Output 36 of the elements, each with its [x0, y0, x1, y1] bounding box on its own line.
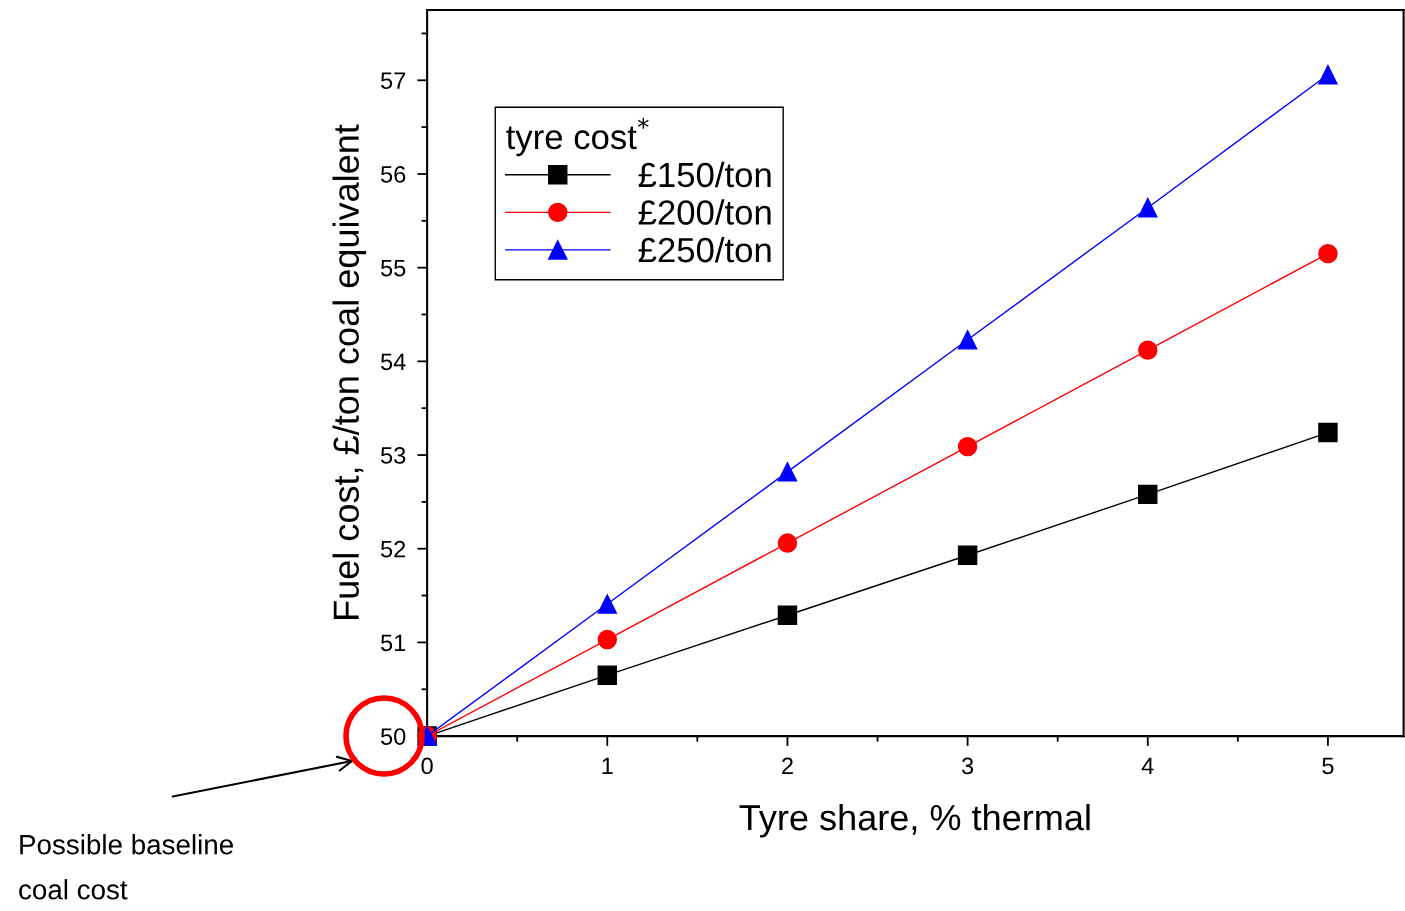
y-tick-label: 52 — [380, 540, 406, 558]
x-tick-label: 3 — [961, 757, 974, 775]
point — [957, 436, 978, 457]
y-tick-label: 53 — [380, 447, 406, 464]
x-tick-label: 0 — [421, 757, 433, 775]
point — [1138, 340, 1158, 360]
x-tick-label: 4 — [1141, 757, 1154, 775]
y-tick-label: 56 — [380, 166, 406, 183]
point — [597, 665, 618, 685]
point — [777, 462, 798, 482]
x-tick-label: 5 — [1322, 757, 1334, 775]
legend-label: £200/ton — [638, 199, 771, 225]
x-tick-label: 1 — [602, 757, 613, 775]
point — [1138, 484, 1158, 505]
legend-label: £150/ton — [638, 161, 771, 188]
y-tick-label: 51 — [380, 634, 406, 652]
point — [597, 629, 618, 650]
legend-label: £250/ton — [638, 236, 771, 263]
point — [777, 605, 798, 625]
point — [957, 330, 978, 350]
y-tick-label: 50 — [380, 728, 406, 745]
point — [1318, 422, 1338, 443]
point — [1318, 64, 1338, 85]
point — [777, 533, 798, 553]
y-tick-label: 54 — [380, 353, 406, 371]
x-tick-label: 2 — [782, 757, 793, 775]
text: Possible baseline coal cost — [19, 834, 233, 900]
point — [957, 545, 978, 565]
y-tick-label: 57 — [380, 72, 406, 90]
point — [1318, 243, 1338, 264]
y-tick-label: 55 — [380, 259, 406, 277]
point — [597, 594, 618, 614]
y-axis-title: Fuel cost, £/ton coal equivalent — [332, 124, 367, 619]
legend-title: tyre cost$^{*}$ — [506, 117, 649, 157]
point — [1138, 197, 1158, 218]
x-axis-title: Tyre share, % thermal — [739, 803, 1090, 838]
